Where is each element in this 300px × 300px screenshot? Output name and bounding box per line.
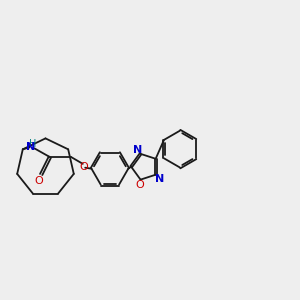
- Text: N: N: [155, 174, 164, 184]
- Text: O: O: [35, 176, 44, 186]
- Text: N: N: [26, 142, 35, 152]
- Text: O: O: [80, 162, 88, 172]
- Text: N: N: [133, 145, 142, 155]
- Text: H: H: [29, 139, 36, 148]
- Text: O: O: [135, 180, 144, 190]
